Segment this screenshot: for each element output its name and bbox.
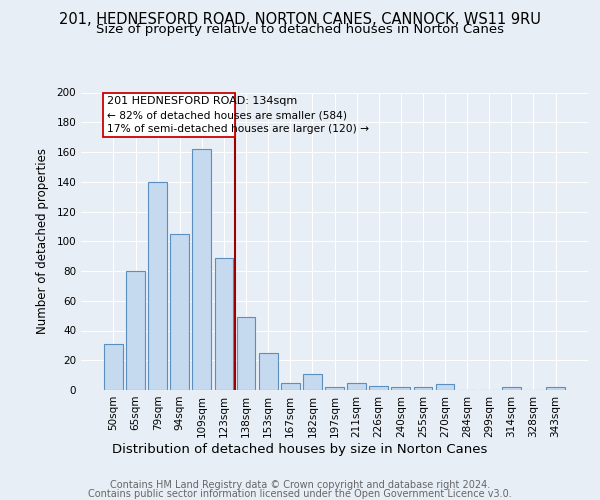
Text: ← 82% of detached houses are smaller (584): ← 82% of detached houses are smaller (58… bbox=[107, 110, 347, 120]
Bar bbox=[391, 387, 410, 390]
Bar bbox=[126, 271, 145, 390]
Bar bbox=[502, 387, 521, 390]
Text: Size of property relative to detached houses in Norton Canes: Size of property relative to detached ho… bbox=[96, 24, 504, 36]
Bar bbox=[347, 382, 366, 390]
Bar bbox=[259, 353, 278, 390]
Bar bbox=[413, 387, 433, 390]
Bar bbox=[193, 149, 211, 390]
Bar bbox=[370, 386, 388, 390]
Bar bbox=[325, 387, 344, 390]
Y-axis label: Number of detached properties: Number of detached properties bbox=[37, 148, 49, 334]
Bar bbox=[303, 374, 322, 390]
Bar bbox=[436, 384, 454, 390]
Bar bbox=[215, 258, 233, 390]
Text: Distribution of detached houses by size in Norton Canes: Distribution of detached houses by size … bbox=[112, 442, 488, 456]
Text: Contains public sector information licensed under the Open Government Licence v3: Contains public sector information licen… bbox=[88, 489, 512, 499]
Text: 17% of semi-detached houses are larger (120) →: 17% of semi-detached houses are larger (… bbox=[107, 124, 369, 134]
Bar bbox=[546, 387, 565, 390]
Bar bbox=[148, 182, 167, 390]
Bar bbox=[236, 317, 256, 390]
Bar bbox=[281, 382, 299, 390]
Text: 201 HEDNESFORD ROAD: 134sqm: 201 HEDNESFORD ROAD: 134sqm bbox=[107, 96, 297, 106]
Bar bbox=[170, 234, 189, 390]
Bar bbox=[104, 344, 123, 390]
Text: Contains HM Land Registry data © Crown copyright and database right 2024.: Contains HM Land Registry data © Crown c… bbox=[110, 480, 490, 490]
Text: 201, HEDNESFORD ROAD, NORTON CANES, CANNOCK, WS11 9RU: 201, HEDNESFORD ROAD, NORTON CANES, CANN… bbox=[59, 12, 541, 28]
FancyBboxPatch shape bbox=[103, 92, 235, 137]
